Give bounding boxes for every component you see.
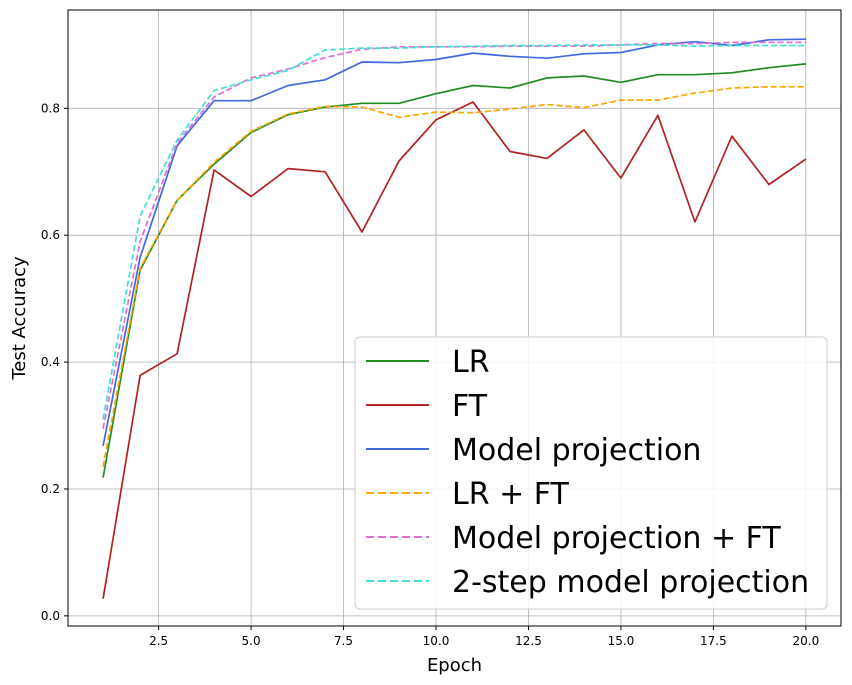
x-tick-label: 20.0 <box>793 634 820 648</box>
y-axis-label: Test Accuracy <box>9 256 30 381</box>
y-tick-label: 0.8 <box>41 101 60 115</box>
x-tick-label: 12.5 <box>515 634 542 648</box>
series-line-model-projection <box>102 38 806 446</box>
series-line-lr <box>102 63 806 478</box>
x-tick-label: 17.5 <box>700 634 727 648</box>
y-tick-label: 0.0 <box>41 609 60 623</box>
legend-label: 2-step model projection <box>452 565 809 600</box>
legend-label: FT <box>452 389 488 424</box>
series-lines <box>102 38 807 599</box>
x-tick-label: 15.0 <box>608 634 635 648</box>
x-tick-label: 10.0 <box>423 634 450 648</box>
legend-label: Model projection + FT <box>452 521 781 556</box>
series-line-ft <box>102 101 807 599</box>
x-tick-label: 7.5 <box>334 634 353 648</box>
legend: LR FT Model projection LR + FT Model project… <box>354 336 828 610</box>
axis-ticks: 2.5 5.0 7.5 10.0 12.5 15.0 17.5 20.0 0.0 0.2 0.4 0.… <box>41 101 819 648</box>
legend-box <box>354 336 828 610</box>
series-line-model-projection-ft <box>102 41 806 429</box>
y-tick-label: 0.4 <box>41 355 60 369</box>
x-tick-label: 2.5 <box>149 634 168 648</box>
x-axis-label: Epoch <box>427 655 482 676</box>
legend-label: LR + FT <box>452 477 569 512</box>
y-tick-label: 0.2 <box>41 482 60 496</box>
y-tick-label: 0.6 <box>41 228 60 242</box>
x-tick-label: 5.0 <box>242 634 261 648</box>
legend-label: LR <box>452 345 490 380</box>
legend-label: Model projection <box>452 433 701 468</box>
plot-frame <box>67 9 842 627</box>
series-line-lr-ft <box>102 85 806 467</box>
